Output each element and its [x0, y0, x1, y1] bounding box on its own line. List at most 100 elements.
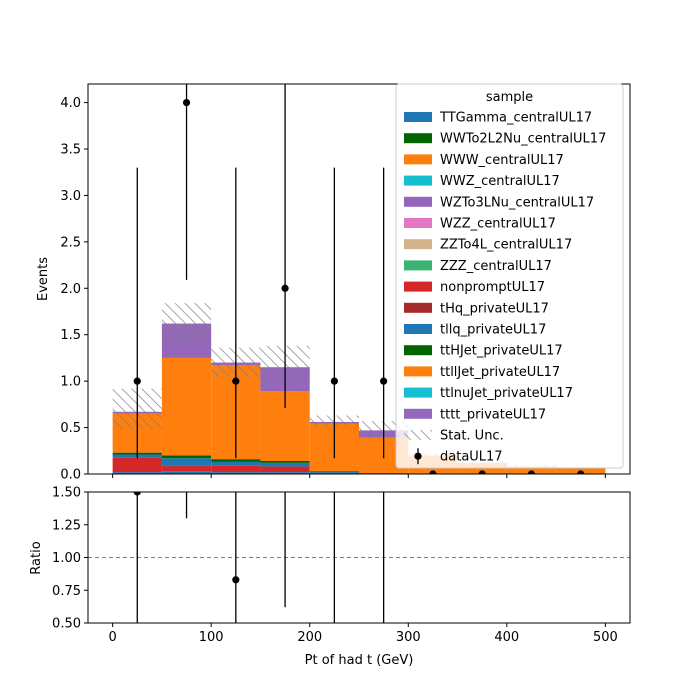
legend-swatch	[404, 366, 432, 377]
legend-entry: WWW_centralUL17	[404, 153, 564, 168]
main-panel: 0.0 0.5 1.0 1.5 2.0 2.5 3.0 3.5 4.0 Events	[36, 83, 631, 483]
main-y-tick-label: 3.5	[60, 143, 81, 158]
ratio-y-tick-label: 1.25	[52, 518, 81, 533]
bar	[260, 462, 310, 467]
bar	[211, 472, 261, 474]
ratio-axes-frame	[87, 491, 631, 624]
ratio-ylabel: Ratio	[29, 541, 44, 574]
legend-label: WWZ_centralUL17	[440, 174, 560, 189]
data-point	[281, 284, 289, 292]
legend-label: ZZTo4L_centralUL17	[440, 238, 572, 253]
legend-entry: WZTo3LNu_centralUL17	[404, 195, 594, 210]
data-point	[429, 470, 437, 474]
main-y-tick-label: 3.0	[60, 189, 81, 204]
legend-swatch	[404, 154, 432, 165]
ratio-y-tick-label: 1.00	[52, 551, 81, 566]
legend-label: TTGamma_centralUL17	[439, 111, 592, 126]
legend-label: tHq_privateUL17	[440, 301, 549, 316]
legend-entry: Stat. Unc.	[404, 429, 504, 444]
legend-entry: ttHJet_privateUL17	[404, 344, 563, 359]
data-point	[330, 377, 338, 385]
bar	[161, 466, 212, 472]
stat-unc-bar	[161, 303, 212, 344]
legend-entry: WWTo2L2Nu_centralUL17	[404, 132, 606, 147]
bar	[112, 457, 162, 473]
ratio-x-tick-label: 500	[593, 630, 618, 645]
ratio-y-tick-label: 0.50	[52, 617, 81, 632]
legend-swatch	[404, 260, 432, 271]
bar	[161, 458, 212, 466]
legend-label: ZZZ_centralUL17	[440, 259, 552, 274]
data-point	[232, 377, 240, 385]
legend-swatch	[404, 239, 432, 250]
main-axes-frame	[87, 83, 631, 475]
bar	[260, 461, 310, 463]
legend-entry: WWZ_centralUL17	[404, 174, 560, 189]
legend-label: ttllJet_privateUL17	[440, 365, 560, 380]
main-y-tick-label: 0.0	[60, 468, 81, 483]
bar	[260, 466, 310, 473]
bar	[112, 472, 162, 474]
legend-label: WWTo2L2Nu_centralUL17	[440, 132, 606, 147]
bar	[161, 465, 212, 467]
series-TTGamma_centralUL17	[112, 471, 310, 474]
main-y-tick-label: 2.0	[60, 282, 81, 297]
legend-swatch	[404, 175, 432, 186]
data-point	[380, 377, 388, 385]
data-point	[182, 98, 191, 107]
legend-swatch	[404, 112, 432, 122]
ratio-y-tick-label: 0.75	[52, 584, 81, 599]
legend-label: tttt_privateUL17	[440, 407, 546, 422]
legend-label: nonpromptUL17	[440, 280, 545, 295]
data-point	[478, 470, 486, 474]
ratio-x-tick-label: 0	[108, 630, 116, 645]
ratio-point	[133, 492, 141, 496]
legend-entry: tllq_privateUL17	[404, 323, 546, 338]
bar	[309, 471, 359, 473]
legend-entry: ZZZ_centralUL17	[404, 259, 552, 274]
legend-entry: dataUL17	[414, 448, 503, 465]
ratio-x-tick-label: 200	[297, 630, 322, 645]
bar	[309, 472, 359, 474]
series-nonpromptUL17	[112, 457, 310, 473]
legend-label: WWW_centralUL17	[440, 153, 564, 168]
ratio-y-tick-label: 1.50	[52, 486, 81, 501]
ratio-xlabel: Pt of had t (GeV)	[305, 653, 414, 668]
legend-swatch	[404, 196, 432, 207]
main-y-tick-label: 1.5	[60, 328, 81, 343]
legend-swatch	[404, 345, 432, 356]
legend-label: WZZ_centralUL17	[440, 217, 556, 232]
legend-entry: ttllJet_privateUL17	[404, 365, 560, 380]
ratio-point	[232, 576, 240, 584]
main-ylabel: Events	[36, 257, 51, 301]
legend-swatch	[404, 218, 432, 228]
ratio-x-tick-label: 400	[494, 630, 519, 645]
legend-entry: ttlnuJet_privateUL17	[404, 386, 573, 401]
legend-swatch	[404, 133, 432, 144]
legend-data-marker	[414, 452, 422, 460]
bar	[211, 465, 261, 473]
ratio-panel: 0.50 0.75 1.00 1.25 1.50 0 100 200 300 400 500 Rat…	[29, 486, 631, 668]
legend-label: ttHJet_privateUL17	[440, 344, 563, 359]
legend-swatch	[404, 387, 432, 398]
ratio-x-tick-label: 100	[199, 630, 224, 645]
bar	[260, 472, 310, 474]
legend-entry: tttt_privateUL17	[404, 407, 546, 422]
legend-entry: nonpromptUL17	[404, 280, 545, 295]
main-y-tick-label: 1.0	[60, 375, 81, 390]
legend-entry: ZZTo4L_centralUL17	[404, 238, 572, 253]
main-y-tick-label: 2.5	[60, 235, 81, 250]
bar	[211, 459, 261, 462]
data-point	[133, 377, 141, 385]
bar	[211, 461, 261, 466]
main-y-tick-label: 0.5	[60, 421, 81, 436]
legend-swatch	[404, 408, 432, 419]
legend-swatch	[404, 430, 432, 440]
legend: sample TTGamma_centralUL17 WWTo2L2Nu_centr…	[395, 83, 624, 469]
legend-swatch	[404, 324, 432, 334]
legend-entry: TTGamma_centralUL17	[404, 111, 592, 126]
series-tHq_privateUL17	[161, 465, 212, 467]
data-point	[577, 470, 585, 474]
legend-box	[395, 83, 624, 469]
